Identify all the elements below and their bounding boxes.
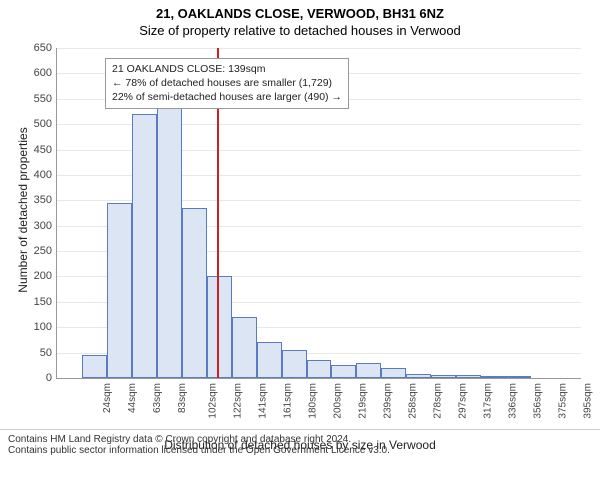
info-line-2: ← 78% of detached houses are smaller (1,… <box>112 76 342 90</box>
histogram-bar <box>307 360 332 378</box>
y-tick-label: 0 <box>46 372 52 384</box>
histogram-bar <box>331 365 356 378</box>
y-tick-label: 600 <box>34 67 52 79</box>
info-line-3: 22% of semi-detached houses are larger (… <box>112 90 342 104</box>
y-tick-label: 650 <box>34 42 52 54</box>
y-tick-label: 500 <box>34 118 52 130</box>
footer-line-2: Contains public sector information licen… <box>8 445 592 456</box>
y-tick-label: 400 <box>34 169 52 181</box>
histogram-bar <box>506 376 531 378</box>
x-tick-label: 317sqm <box>482 383 493 419</box>
x-tick-label: 83sqm <box>177 383 188 413</box>
y-tick-label: 550 <box>34 93 52 105</box>
y-tick-label: 250 <box>34 245 52 257</box>
x-tick-label: 297sqm <box>457 383 468 419</box>
page-title-address: 21, OAKLANDS CLOSE, VERWOOD, BH31 6NZ <box>0 0 600 21</box>
x-tick-label: 258sqm <box>407 383 418 419</box>
x-tick-label: 102sqm <box>208 383 219 419</box>
histogram-bar <box>282 350 307 378</box>
x-tick-label: 239sqm <box>383 383 394 419</box>
x-tick-label: 122sqm <box>233 383 244 419</box>
x-tick-label: 63sqm <box>152 383 163 413</box>
x-tick-label: 278sqm <box>432 383 443 419</box>
x-tick-label: 141sqm <box>258 383 269 419</box>
gridline <box>57 48 581 49</box>
histogram-bar <box>406 374 431 378</box>
x-tick-label: 219sqm <box>358 383 369 419</box>
x-tick-label: 356sqm <box>532 383 543 419</box>
x-tick-label: 395sqm <box>582 383 593 419</box>
page-subtitle: Size of property relative to detached ho… <box>0 21 600 40</box>
x-tick-label: 44sqm <box>127 383 138 413</box>
histogram-bar <box>232 317 257 378</box>
y-tick-label: 200 <box>34 270 52 282</box>
y-tick-label: 350 <box>34 194 52 206</box>
x-tick-label: 161sqm <box>283 383 294 419</box>
x-tick-label: 180sqm <box>308 383 319 419</box>
info-box: 21 OAKLANDS CLOSE: 139sqm ← 78% of detac… <box>105 58 349 109</box>
histogram-bar <box>157 106 182 378</box>
y-tick-label: 300 <box>34 220 52 232</box>
histogram-bar <box>381 368 406 378</box>
histogram-bar <box>82 355 107 378</box>
histogram-bar <box>356 363 381 378</box>
plot-area: 21 OAKLANDS CLOSE: 139sqm ← 78% of detac… <box>56 48 581 379</box>
x-tick-label: 24sqm <box>102 383 113 413</box>
histogram-bar <box>431 375 456 378</box>
x-tick-label: 200sqm <box>333 383 344 419</box>
chart-container: Number of detached properties 21 OAKLAND… <box>0 40 600 460</box>
y-axis-label: Number of detached properties <box>16 127 30 292</box>
x-tick-label: 375sqm <box>557 383 568 419</box>
y-tick-label: 150 <box>34 296 52 308</box>
histogram-bar <box>207 276 232 378</box>
y-tick-label: 450 <box>34 144 52 156</box>
footer-line-1: Contains HM Land Registry data © Crown c… <box>8 434 592 445</box>
histogram-bar <box>132 114 157 378</box>
x-tick-label: 336sqm <box>507 383 518 419</box>
y-tick-label: 100 <box>34 321 52 333</box>
histogram-bar <box>481 376 506 378</box>
footer: Contains HM Land Registry data © Crown c… <box>0 429 600 456</box>
info-line-1: 21 OAKLANDS CLOSE: 139sqm <box>112 62 342 76</box>
histogram-bar <box>182 208 207 378</box>
histogram-bar <box>456 375 481 378</box>
histogram-bar <box>107 203 132 378</box>
histogram-bar <box>257 342 282 378</box>
y-tick-label: 50 <box>40 347 52 359</box>
